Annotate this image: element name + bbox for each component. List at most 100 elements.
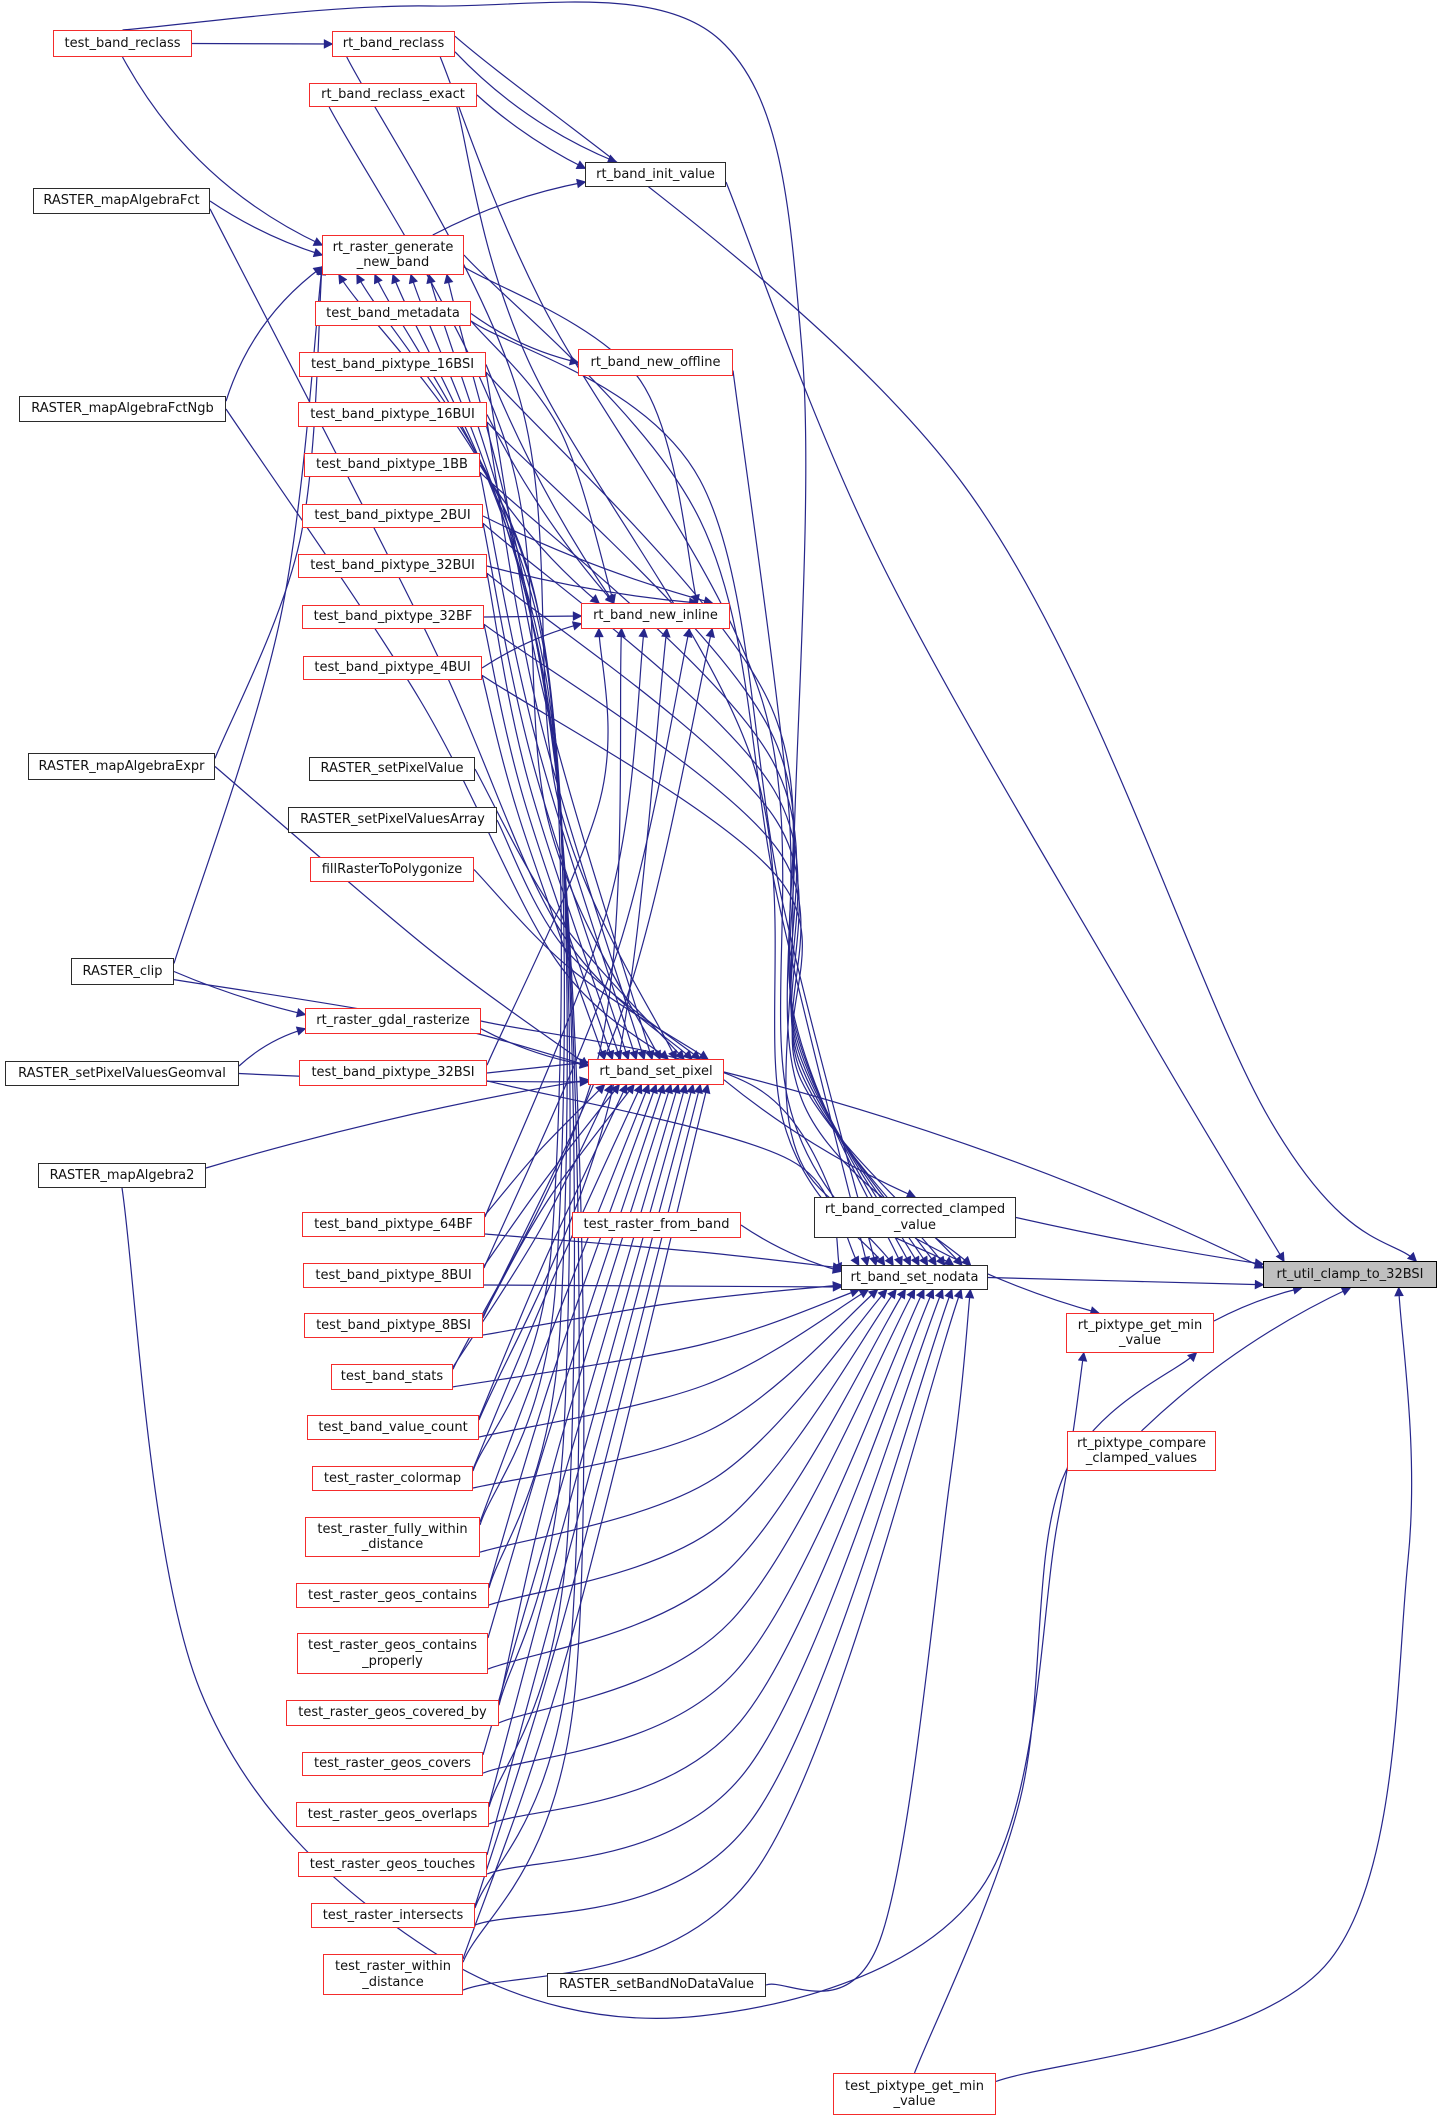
node-test_raster_within_distance[interactable]: test_raster_within _distance	[323, 1954, 463, 1995]
node-rt_util_clamp_to_32BSI[interactable]: rt_util_clamp_to_32BSI	[1263, 1261, 1437, 1288]
node-label: test_raster_from_band	[583, 1217, 730, 1233]
node-label: rt_band_set_pixel	[599, 1064, 713, 1080]
node-label: test_band_pixtype_16BUI	[310, 406, 475, 422]
node-RASTER_setPixelValue[interactable]: RASTER_setPixelValue	[309, 757, 475, 781]
node-test_band_reclass[interactable]: test_band_reclass	[53, 30, 192, 57]
node-rt_band_set_pixel[interactable]: rt_band_set_pixel	[588, 1059, 724, 1085]
edge-test_band_pixtype_8BSI-to-rt_band_set_pixel	[482, 1083, 635, 1317]
edge-test_band_pixtype_2BUI-to-rt_band_new_inline	[482, 515, 714, 606]
node-rt_band_new_inline[interactable]: rt_band_new_inline	[581, 603, 730, 629]
node-label: test_band_pixtype_8BUI	[315, 1267, 472, 1283]
node-RASTER_setPixelValuesGeomval[interactable]: RASTER_setPixelValuesGeomval	[5, 1061, 239, 1086]
edge-test_band_pixtype_4BUI-to-rt_band_set_pixel	[481, 675, 607, 1061]
node-label: test_raster_geos_covers	[314, 1756, 471, 1772]
node-test_raster_geos_contains_properly[interactable]: test_raster_geos_contains _properly	[297, 1633, 488, 1674]
node-rt_pixtype_get_min_value[interactable]: rt_pixtype_get_min _value	[1066, 1313, 1214, 1353]
edge-test_raster_geos_covers-to-rt_band_set_nodata	[482, 1288, 925, 1774]
edge-RASTER_mapAlgebraExpr-to-rt_raster_generate_new_band	[214, 265, 327, 759]
node-label: rt_raster_gdal_rasterize	[316, 1013, 470, 1029]
node-RASTER_mapAlgebra2[interactable]: RASTER_mapAlgebra2	[38, 1163, 206, 1188]
edge-test_raster_within_distance-to-rt_band_set_nodata	[462, 1288, 963, 1991]
node-test_raster_fully_within_distance[interactable]: test_raster_fully_within _distance	[305, 1517, 480, 1557]
node-rt_pixtype_compare_clamped_values[interactable]: rt_pixtype_compare _clamped_values	[1067, 1431, 1216, 1471]
node-rt_band_reclass_exact[interactable]: rt_band_reclass_exact	[309, 83, 477, 107]
node-test_band_pixtype_16BUI[interactable]: test_band_pixtype_16BUI	[298, 402, 487, 427]
node-label: rt_raster_generate _new_band	[332, 239, 454, 271]
node-test_band_pixtype_32BSI[interactable]: test_band_pixtype_32BSI	[299, 1060, 487, 1086]
edge-test_band_metadata-to-rt_band_new_offline	[470, 313, 580, 366]
node-label: test_raster_geos_touches	[309, 1856, 476, 1872]
edge-rt_band_set_nodata-to-rt_util_clamp_to_32BSI	[987, 1276, 1265, 1290]
edge-test_band_pixtype_16BUI-to-rt_band_new_inline	[486, 414, 615, 605]
node-test_raster_from_band[interactable]: test_raster_from_band	[572, 1212, 741, 1238]
node-fillRasterToPolygonize[interactable]: fillRasterToPolygonize	[310, 857, 474, 882]
node-label: rt_band_set_nodata	[850, 1269, 979, 1285]
node-label: RASTER_mapAlgebraFctNgb	[31, 401, 214, 417]
node-test_raster_intersects[interactable]: test_raster_intersects	[311, 1903, 475, 1928]
edge-test_band_pixtype_8BSI-to-rt_band_new_inline	[482, 627, 715, 1319]
node-RASTER_mapAlgebraExpr[interactable]: RASTER_mapAlgebraExpr	[28, 753, 215, 780]
node-RASTER_setPixelValuesArray[interactable]: RASTER_setPixelValuesArray	[288, 807, 497, 833]
node-label: rt_band_corrected_clamped _value	[824, 1202, 1006, 1233]
node-label: test_band_metadata	[326, 305, 460, 321]
node-rt_band_init_value[interactable]: rt_band_init_value	[585, 162, 726, 187]
node-test_band_stats[interactable]: test_band_stats	[331, 1364, 453, 1390]
node-rt_band_reclass[interactable]: rt_band_reclass	[332, 31, 455, 57]
node-label: rt_band_new_inline	[593, 608, 718, 624]
node-test_raster_geos_covers[interactable]: test_raster_geos_covers	[302, 1752, 483, 1776]
node-test_raster_colormap[interactable]: test_raster_colormap	[312, 1466, 473, 1491]
node-label: test_raster_geos_overlaps	[307, 1806, 478, 1822]
node-label: fillRasterToPolygonize	[321, 861, 463, 877]
edge-test_band_metadata-to-rt_band_new_inline	[470, 320, 616, 605]
edge-test_band_metadata-to-rt_band_set_nodata	[470, 320, 879, 1267]
node-test_pixtype_get_min_value[interactable]: test_pixtype_get_min _value	[833, 2073, 996, 2115]
edge-test_raster_geos_overlaps-to-rt_raster_generate_new_band	[408, 273, 576, 1808]
node-test_band_pixtype_8BSI[interactable]: test_band_pixtype_8BSI	[304, 1313, 483, 1338]
node-test_raster_geos_overlaps[interactable]: test_raster_geos_overlaps	[296, 1802, 489, 1827]
edge-RASTER_mapAlgebraExpr-to-rt_band_set_pixel	[214, 766, 590, 1067]
edge-test_band_pixtype_1BB-to-rt_band_set_pixel	[479, 472, 639, 1061]
node-RASTER_mapAlgebraFct[interactable]: RASTER_mapAlgebraFct	[33, 188, 210, 214]
node-test_band_pixtype_1BB[interactable]: test_band_pixtype_1BB	[304, 453, 480, 477]
edge-test_raster_intersects-to-rt_raster_generate_new_band	[426, 273, 580, 1909]
node-rt_raster_gdal_rasterize[interactable]: rt_raster_gdal_rasterize	[305, 1008, 481, 1034]
node-label: test_raster_intersects	[322, 1907, 464, 1923]
edge-test_raster_colormap-to-rt_band_set_nodata	[472, 1289, 879, 1489]
node-test_band_pixtype_4BUI[interactable]: test_band_pixtype_4BUI	[303, 656, 482, 680]
node-label: RASTER_setPixelValuesArray	[300, 812, 485, 828]
edge-rt_pixtype_get_min_value-to-rt_util_clamp_to_32BSI	[1213, 1285, 1303, 1322]
node-test_band_pixtype_64BF[interactable]: test_band_pixtype_64BF	[302, 1212, 485, 1237]
edge-test_raster_intersects-to-rt_band_set_pixel	[474, 1083, 703, 1907]
node-label: rt_util_clamp_to_32BSI	[1276, 1266, 1424, 1282]
node-RASTER_mapAlgebraFctNgb[interactable]: RASTER_mapAlgebraFctNgb	[19, 396, 226, 422]
edge-test_band_pixtype_32BF-to-rt_band_set_pixel	[483, 624, 615, 1061]
edge-rt_pixtype_compare_clamped_values-to-rt_util_clamp_to_32BSI	[1141, 1287, 1352, 1432]
node-rt_raster_generate_new_band[interactable]: rt_raster_generate _new_band	[322, 235, 464, 275]
node-label: test_raster_geos_contains _properly	[308, 1638, 477, 1669]
node-test_raster_geos_touches[interactable]: test_raster_geos_touches	[298, 1852, 487, 1877]
edge-test_band_pixtype_32BUI-to-rt_band_set_pixel	[486, 573, 623, 1061]
node-test_band_pixtype_2BUI[interactable]: test_band_pixtype_2BUI	[302, 504, 483, 528]
edge-rt_raster_generate_new_band-to-rt_band_init_value	[432, 178, 587, 236]
node-rt_band_new_offline[interactable]: rt_band_new_offline	[578, 349, 733, 376]
node-test_raster_geos_covered_by[interactable]: test_raster_geos_covered_by	[286, 1700, 499, 1726]
node-rt_band_set_nodata[interactable]: rt_band_set_nodata	[841, 1265, 988, 1290]
node-label: test_band_pixtype_16BSI	[310, 356, 475, 372]
node-test_band_pixtype_32BF[interactable]: test_band_pixtype_32BF	[302, 605, 484, 629]
edge-rt_band_reclass_exact-to-rt_band_init_value	[476, 94, 587, 169]
node-test_band_pixtype_8BUI[interactable]: test_band_pixtype_8BUI	[303, 1263, 484, 1288]
node-test_band_pixtype_16BSI[interactable]: test_band_pixtype_16BSI	[299, 352, 486, 377]
node-RASTER_clip[interactable]: RASTER_clip	[71, 958, 174, 985]
edge-test_raster_geos_covers-to-rt_band_set_pixel	[482, 1083, 681, 1756]
edge-rt_band_reclass_exact-to-rt_band_set_nodata	[456, 106, 886, 1267]
edge-rt_band_set_pixel-to-rt_util_clamp_to_32BSI	[723, 1071, 1265, 1269]
node-test_raster_geos_contains[interactable]: test_raster_geos_contains	[296, 1583, 489, 1608]
node-rt_band_corrected_clamped_value[interactable]: rt_band_corrected_clamped _value	[814, 1197, 1016, 1238]
node-RASTER_setBandNoDataValue[interactable]: RASTER_setBandNoDataValue	[547, 1973, 766, 1997]
node-test_band_pixtype_32BUI[interactable]: test_band_pixtype_32BUI	[298, 554, 487, 578]
node-test_band_value_count[interactable]: test_band_value_count	[307, 1415, 479, 1440]
node-test_band_metadata[interactable]: test_band_metadata	[315, 301, 471, 326]
node-label: test_band_stats	[340, 1369, 444, 1385]
node-label: RASTER_setPixelValue	[320, 761, 464, 777]
node-label: rt_band_reclass_exact	[321, 87, 465, 103]
